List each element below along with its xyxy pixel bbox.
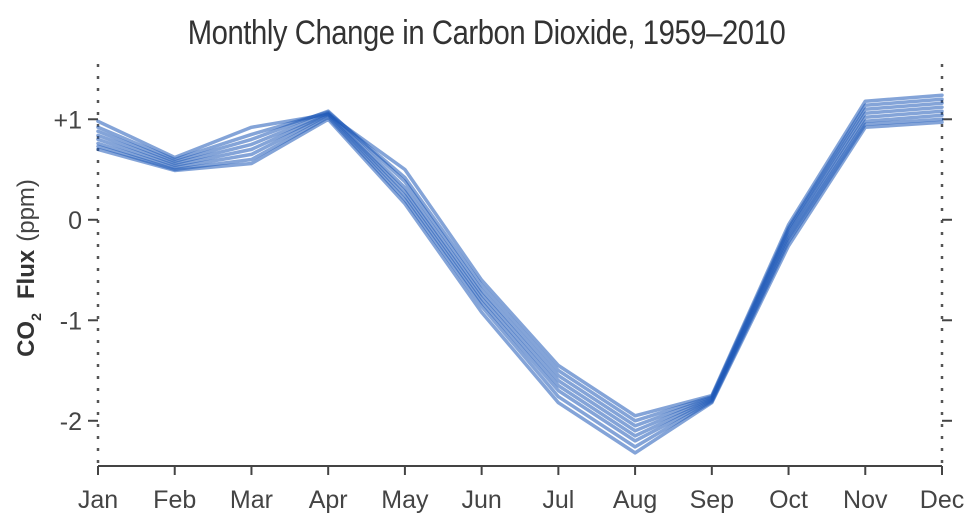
- x-tick-label: Jan: [78, 486, 118, 514]
- x-tick-label: Nov: [843, 486, 888, 514]
- y-tick-label: 0: [68, 207, 82, 235]
- y-axis-label: CO2 Flux (ppm): [13, 179, 44, 357]
- y-tick-label: -1: [60, 307, 82, 335]
- x-tick-label: Oct: [769, 486, 808, 514]
- x-tick-label: Jun: [461, 486, 501, 514]
- series-line: [96, 115, 944, 449]
- y-axis-label-flux: Flux: [13, 249, 40, 299]
- tick-labels: +1 0 -1 -2 Jan Feb Mar Apr May Jun Jul Aug Sep Oct Nov…: [53, 106, 964, 514]
- series-line: [96, 117, 944, 455]
- y-axis-label-subscript: 2: [28, 313, 44, 321]
- x-tick-label: Sep: [690, 486, 734, 514]
- y-tick-label: +1: [53, 106, 82, 134]
- svg-text:CO2Flux(ppm): CO2 Flux (ppm): [13, 179, 44, 357]
- series-line: [96, 105, 944, 433]
- x-tick-label: Feb: [153, 486, 196, 514]
- chart-title: Monthly Change in Carbon Dioxide, 1959–2…: [187, 14, 786, 52]
- x-tick-label: Mar: [230, 486, 273, 514]
- axes: [88, 64, 952, 475]
- x-tick-label: Jul: [542, 486, 574, 514]
- y-axis-label-unit: (ppm): [13, 179, 40, 242]
- x-tick-label: Apr: [309, 486, 348, 514]
- series-layer: [96, 93, 944, 455]
- y-axis-label-co: CO: [13, 321, 40, 357]
- x-tick-label: Aug: [613, 486, 657, 514]
- y-tick-label: -2: [60, 408, 82, 436]
- x-tick-label: Dec: [920, 486, 964, 514]
- x-tick-label: May: [381, 486, 429, 514]
